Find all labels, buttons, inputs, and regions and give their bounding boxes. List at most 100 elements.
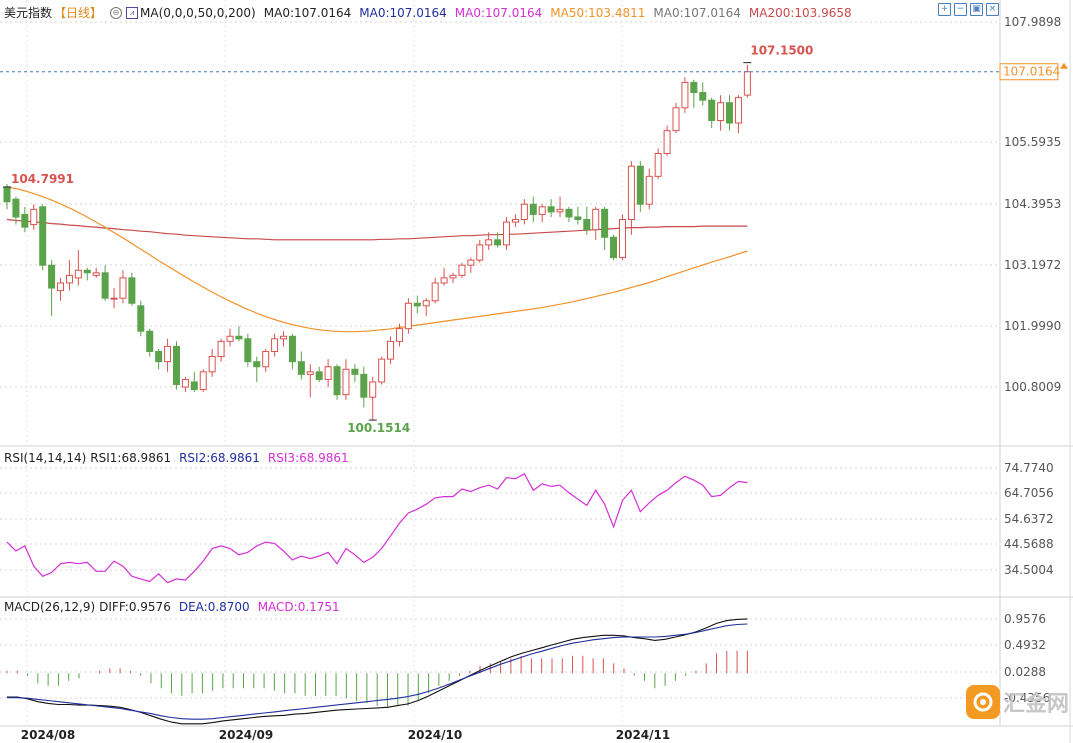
candle-body (244, 338, 252, 363)
candle-body (155, 351, 163, 363)
dea-value: DEA:0.8700 (178, 600, 250, 614)
watermark-logo-icon (965, 685, 1000, 719)
candle-body (226, 335, 234, 342)
candle-body (351, 368, 359, 375)
rsi2-value: RSI2:68.9861 (179, 451, 260, 465)
current-price-label: 107.0164 (1003, 65, 1060, 79)
macd-tick-label: 0.4932 (1004, 638, 1046, 652)
up-arrow-icon (1060, 62, 1068, 69)
candle-body (83, 269, 91, 274)
candle-body (262, 351, 270, 368)
candle-body (74, 269, 82, 279)
rsi-tick-label: 54.6372 (1004, 512, 1054, 526)
rsi-tick-label: 44.5688 (1004, 537, 1054, 551)
watermark-text: 汇金网 (1002, 692, 1069, 717)
y-tick-label: 103.1972 (1004, 258, 1061, 272)
ma-settings-label: MA(0,0,0,50,0,200) (140, 5, 256, 20)
candle-body (92, 272, 100, 276)
candle-body (324, 366, 332, 380)
candle-body (360, 373, 368, 398)
candle-body (12, 198, 20, 218)
candle-body (422, 300, 430, 307)
ma-b-value: MA0:107.0164 (359, 5, 447, 20)
candle-body (547, 206, 555, 213)
candle-body (30, 208, 38, 226)
candle-body (708, 99, 716, 121)
candle-body (610, 236, 618, 259)
ma50-line (6, 186, 748, 333)
candle-body (306, 371, 314, 375)
chart-type-icon[interactable]: ⩘ (126, 6, 139, 19)
candle-body (476, 244, 484, 261)
candle-body (734, 97, 742, 124)
minus-square-icon[interactable]: − (954, 3, 967, 16)
candle-body (458, 264, 466, 276)
current-price-box (999, 63, 1059, 81)
candle-body (190, 381, 198, 391)
low-annotation: 100.1514 (347, 421, 410, 435)
candle-body (101, 272, 109, 299)
macd-value: MACD:0.1751 (257, 600, 340, 614)
candle-body (717, 102, 725, 121)
rsi-settings-label: RSI(14,14,14) (4, 451, 87, 465)
macd-tick-label: -0.4356 (1004, 691, 1050, 705)
candle-body (556, 208, 564, 213)
macd-tick-label: 0.9576 (1004, 612, 1046, 626)
rsi3-value: RSI3:68.9861 (267, 451, 349, 465)
x-tick-label: 2024/11 (616, 728, 670, 742)
candle-body (645, 175, 653, 205)
candle-body (494, 239, 502, 246)
high-annotation: 107.1500 (750, 44, 813, 58)
candle-body (21, 213, 29, 228)
candle-body (520, 203, 528, 220)
candle-body (65, 274, 73, 284)
candle-body (592, 208, 600, 231)
candle-body (333, 366, 341, 396)
rsi-tick-label: 34.5004 (1004, 563, 1054, 577)
candle-body (128, 277, 136, 304)
candle-body (440, 277, 448, 284)
candle-body (48, 264, 56, 289)
candle-body (672, 107, 680, 132)
candle-body (137, 305, 145, 332)
close-square-icon[interactable]: × (986, 3, 999, 16)
macd-settings-label: MACD(26,12,9) (4, 600, 96, 614)
candle-body (235, 335, 243, 340)
candle-body (538, 206, 546, 215)
candle-body (431, 282, 439, 302)
restore-icon[interactable]: ▣ (970, 3, 983, 16)
x-tick-label: 2024/09 (219, 728, 273, 742)
candle-body (699, 92, 707, 101)
candle-body (565, 208, 573, 218)
candle-body (253, 361, 261, 368)
ma200-line (6, 218, 748, 241)
plus-square-icon[interactable]: + (938, 3, 951, 16)
ma50-value: MA50:103.4811 (550, 5, 646, 20)
x-tick-label: 2024/10 (408, 728, 462, 742)
candle-body (583, 218, 591, 231)
indicator-settings-icon[interactable]: ⊖ (110, 6, 123, 19)
candle-body (164, 345, 172, 363)
candle-body (654, 152, 662, 177)
candle-body (3, 186, 11, 203)
x-tick-label: 2024/08 (21, 728, 75, 742)
rsi-tick-label: 74.7740 (1004, 461, 1054, 475)
candle-body (743, 71, 751, 96)
period-label[interactable]: 【日线】 (54, 6, 103, 20)
candle-body (172, 345, 180, 386)
candle-body (181, 378, 189, 388)
candle-body (663, 130, 671, 154)
rsi1-value: RSI1:68.9861 (90, 451, 172, 465)
y-tick-label: 105.5935 (1004, 135, 1061, 149)
candle-body (288, 335, 296, 363)
ma-d-value: MA0:107.0164 (653, 5, 741, 20)
candle-body (395, 328, 403, 342)
candle-body (342, 368, 350, 396)
candle-body (618, 218, 626, 259)
candle-body (681, 81, 689, 109)
candle-body (199, 371, 207, 391)
ma200-value: MA200:103.9658 (748, 5, 852, 20)
candle-body (636, 165, 644, 205)
macd-tick-label: 0.0288 (1004, 665, 1046, 679)
